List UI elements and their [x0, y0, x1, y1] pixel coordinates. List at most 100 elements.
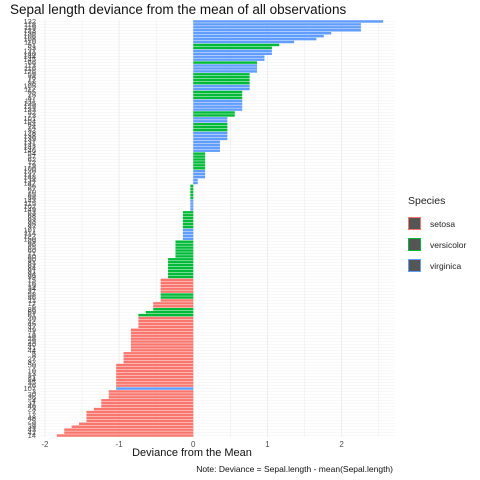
- bar-setosa: [130, 328, 194, 332]
- bar-virginica: [193, 20, 384, 23]
- bar-versicolor: [168, 266, 194, 270]
- y-tick-label: 125: [23, 99, 36, 108]
- bar-versicolor: [182, 211, 194, 214]
- bar-virginica: [193, 67, 258, 70]
- bar-setosa: [130, 337, 194, 340]
- bar-setosa: [130, 346, 194, 349]
- y-tick-label: 36: [28, 393, 36, 402]
- y-tick-label: 19: [28, 281, 36, 290]
- y-tick-label: 9: [32, 419, 36, 428]
- bar-versicolor: [175, 243, 194, 246]
- grid-lines: [39, 20, 395, 437]
- y-tick-label: 131: [23, 137, 36, 146]
- bar-setosa: [153, 302, 194, 305]
- y-tick-label: 118: [24, 20, 36, 29]
- bar-virginica: [193, 105, 243, 108]
- y-tick-label: 7: [32, 408, 36, 417]
- bar-virginica: [193, 131, 228, 135]
- y-tick-label: 87: [28, 93, 36, 102]
- y-tick-label: 95: [28, 220, 36, 229]
- chart-title: Sepal length deviance from the mean of a…: [10, 2, 347, 17]
- y-tick-label: 52: [28, 108, 36, 117]
- bar-setosa: [108, 396, 194, 399]
- y-tick-label: 147: [23, 178, 36, 187]
- bars: [56, 20, 384, 437]
- bar-setosa: [108, 393, 194, 396]
- bar-virginica: [193, 52, 272, 56]
- bar-setosa: [116, 375, 194, 379]
- y-tick-label: 58: [28, 290, 36, 299]
- y-tick-label: 86: [28, 305, 36, 314]
- bar-virginica: [193, 178, 198, 182]
- y-tick-label: 25: [28, 416, 36, 425]
- bar-virginica: [193, 181, 198, 185]
- bar-setosa: [123, 352, 194, 355]
- bar-setosa: [56, 434, 194, 437]
- bar-versicolor: [175, 255, 194, 258]
- y-tick-label: 123: [23, 26, 36, 35]
- chart-caption: Note: Deviance = Sepal.length - mean(Sep…: [196, 464, 393, 474]
- legend-label-setosa: setosa: [430, 218, 456, 229]
- bar-versicolor: [193, 43, 280, 47]
- bar-virginica: [193, 108, 243, 111]
- bar-setosa: [130, 331, 194, 334]
- y-tick-label: 133: [23, 105, 36, 114]
- bar-setosa: [160, 284, 194, 287]
- bar-versicolor: [168, 269, 194, 273]
- y-tick-label: 141: [23, 140, 36, 149]
- bar-versicolor: [193, 125, 228, 129]
- bar-setosa: [116, 384, 194, 387]
- y-tick-label: 5: [32, 349, 36, 358]
- y-tick-label: 47: [28, 322, 36, 331]
- bar-versicolor: [193, 167, 206, 170]
- bar-versicolor: [182, 225, 194, 229]
- y-tick-label: 23: [28, 405, 36, 414]
- bar-virginica: [193, 70, 258, 73]
- y-tick-label: 106: [23, 32, 36, 41]
- bar-versicolor: [175, 252, 194, 255]
- bar-versicolor: [190, 184, 194, 188]
- y-tick-label: 143: [23, 196, 36, 205]
- bar-setosa: [101, 399, 194, 402]
- y-tick-label: 45: [28, 319, 36, 328]
- y-tick-label: 12: [28, 410, 36, 419]
- bar-versicolor: [190, 190, 194, 194]
- y-tick-label: 71: [28, 249, 36, 258]
- bar-versicolor: [193, 164, 206, 167]
- y-tick-label: 140: [23, 49, 36, 58]
- bar-setosa: [130, 334, 194, 337]
- bar-virginica: [182, 231, 194, 235]
- bar-virginica: [193, 149, 220, 152]
- bar-virginica: [193, 40, 295, 44]
- legend-label-virginica: virginica: [430, 260, 462, 271]
- y-tick-label: 57: [28, 152, 36, 161]
- y-tick-label: 83: [28, 214, 36, 223]
- y-tick-label: 72: [28, 158, 36, 167]
- y-tick-label: 100: [23, 164, 36, 173]
- y-tick-label: 136: [23, 29, 36, 38]
- bar-setosa: [138, 322, 194, 326]
- y-tick-label: 92: [28, 126, 36, 135]
- y-tick-label: 26: [28, 381, 36, 390]
- y-tick-label: 66: [28, 58, 36, 67]
- y-tick-label: 104: [23, 117, 36, 126]
- bar-setosa: [160, 278, 194, 282]
- bar-versicolor: [168, 261, 194, 264]
- y-tick-label: 76: [28, 73, 36, 82]
- y-tick-label: 82: [28, 261, 36, 270]
- bar-versicolor: [193, 93, 243, 97]
- bar-versicolor: [145, 310, 194, 314]
- y-tick-label: 139: [23, 134, 36, 143]
- y-tick-label: 144: [23, 52, 36, 61]
- bar-setosa: [64, 428, 194, 431]
- y-tick-label: 67: [28, 184, 36, 193]
- y-tick-label: 129: [23, 102, 36, 111]
- bar-virginica: [190, 199, 194, 202]
- y-tick-label: 70: [28, 187, 36, 196]
- y-tick-label: 146: [23, 146, 36, 155]
- bar-versicolor: [182, 214, 194, 217]
- bar-versicolor: [193, 111, 235, 114]
- bar-virginica: [193, 102, 243, 105]
- bar-virginica: [193, 175, 206, 179]
- bar-virginica: [193, 99, 243, 102]
